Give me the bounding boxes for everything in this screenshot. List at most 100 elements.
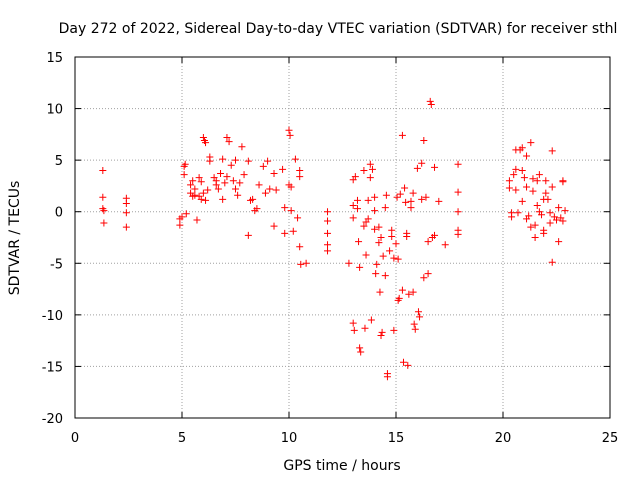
data-point (122, 199, 130, 207)
data-point (540, 226, 548, 234)
data-point (533, 177, 541, 185)
data-point (508, 213, 516, 221)
data-point (542, 177, 550, 185)
data-point (199, 133, 207, 141)
data-point (379, 252, 387, 260)
data-point (281, 229, 289, 237)
data-point (441, 241, 449, 249)
data-point (324, 229, 332, 237)
data-point (454, 208, 462, 216)
data-point (416, 313, 424, 321)
data-point (362, 251, 370, 259)
data-point (122, 209, 130, 217)
data-point (373, 260, 381, 268)
data-point (533, 202, 541, 210)
data-point (535, 171, 543, 179)
data-point (197, 195, 205, 203)
data-point (223, 173, 231, 181)
data-point (375, 223, 383, 231)
data-point (324, 217, 332, 225)
data-point (555, 238, 563, 246)
data-point (523, 152, 531, 160)
data-point (424, 238, 432, 246)
data-point (364, 215, 372, 223)
data-point (294, 214, 302, 222)
data-point (401, 184, 409, 192)
data-point (225, 138, 233, 146)
data-point (376, 288, 384, 296)
data-point (531, 221, 539, 229)
data-point (454, 160, 462, 168)
data-point (122, 223, 130, 231)
data-point (527, 223, 535, 231)
data-point (413, 164, 421, 172)
data-point (411, 325, 419, 333)
data-point (371, 225, 379, 233)
data-point (221, 179, 229, 187)
data-point (366, 174, 374, 182)
data-point (418, 159, 426, 167)
data-point (422, 193, 430, 201)
data-point (238, 143, 246, 151)
data-point (214, 185, 222, 193)
data-point (285, 126, 293, 134)
data-point (559, 217, 567, 225)
data-point (555, 204, 563, 212)
data-point (100, 207, 108, 215)
data-point (266, 185, 274, 193)
data-point (542, 189, 550, 197)
data-point (395, 294, 403, 302)
data-point (264, 157, 272, 165)
data-point (388, 232, 396, 240)
data-point (561, 207, 569, 215)
data-point (377, 234, 385, 241)
chart-title: Day 272 of 2022, Sidereal Day-to-day VTE… (59, 21, 618, 37)
data-point (356, 344, 364, 352)
data-point (398, 286, 406, 294)
data-point (361, 324, 369, 332)
data-point (353, 205, 361, 213)
data-point (548, 183, 556, 191)
data-point (392, 240, 400, 248)
y-tick-label: 5 (55, 154, 63, 169)
data-point (270, 170, 278, 178)
data-point (349, 214, 357, 222)
y-tick-label: 15 (46, 51, 63, 66)
y-axis-tick-labels: -20 -15 -10 -5 0 5 10 15 (42, 51, 63, 427)
data-point (261, 189, 269, 197)
data-point (407, 197, 415, 205)
data-point (195, 174, 203, 182)
data-point (240, 171, 248, 179)
data-point (505, 184, 513, 192)
data-point (386, 247, 394, 255)
data-point (375, 239, 383, 247)
x-tick-label: 10 (281, 431, 298, 446)
data-point (420, 137, 428, 145)
x-axis-tick-labels: 0 5 10 15 20 25 (71, 431, 618, 446)
data-point (414, 308, 422, 316)
data-point (383, 373, 391, 381)
data-point (427, 100, 435, 108)
data-point (381, 272, 389, 280)
data-point (378, 328, 386, 336)
data-point (372, 270, 380, 278)
data-point (100, 219, 108, 227)
data-point (223, 133, 231, 141)
data-point (546, 219, 554, 227)
x-tick-label: 25 (602, 431, 619, 446)
data-point (270, 222, 278, 230)
data-point (197, 178, 205, 186)
y-tick-label: -5 (50, 257, 63, 272)
data-point (232, 156, 239, 164)
data-point (302, 259, 310, 267)
data-point (390, 254, 398, 262)
data-point (249, 195, 257, 203)
data-point (548, 147, 556, 155)
data-point (227, 161, 235, 169)
data-point (510, 171, 518, 179)
x-tick-label: 5 (178, 431, 186, 446)
data-point (253, 205, 261, 213)
data-point (390, 326, 398, 334)
data-point (287, 183, 295, 191)
